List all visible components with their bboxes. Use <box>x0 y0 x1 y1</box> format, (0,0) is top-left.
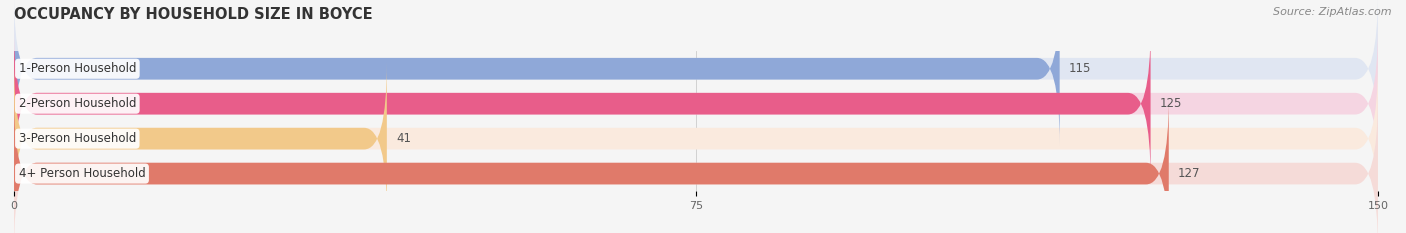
Text: Source: ZipAtlas.com: Source: ZipAtlas.com <box>1274 7 1392 17</box>
Text: 127: 127 <box>1178 167 1201 180</box>
Text: 3-Person Household: 3-Person Household <box>18 132 136 145</box>
Text: OCCUPANCY BY HOUSEHOLD SIZE IN BOYCE: OCCUPANCY BY HOUSEHOLD SIZE IN BOYCE <box>14 7 373 22</box>
Text: 1-Person Household: 1-Person Household <box>18 62 136 75</box>
FancyBboxPatch shape <box>14 97 1378 233</box>
FancyBboxPatch shape <box>14 62 387 215</box>
Text: 4+ Person Household: 4+ Person Household <box>18 167 145 180</box>
FancyBboxPatch shape <box>14 62 1378 215</box>
Text: 2-Person Household: 2-Person Household <box>18 97 136 110</box>
FancyBboxPatch shape <box>14 0 1060 145</box>
Text: 41: 41 <box>396 132 411 145</box>
FancyBboxPatch shape <box>14 27 1378 180</box>
FancyBboxPatch shape <box>14 0 1378 145</box>
FancyBboxPatch shape <box>14 97 1168 233</box>
Text: 125: 125 <box>1160 97 1182 110</box>
FancyBboxPatch shape <box>14 27 1150 180</box>
Text: 115: 115 <box>1069 62 1091 75</box>
